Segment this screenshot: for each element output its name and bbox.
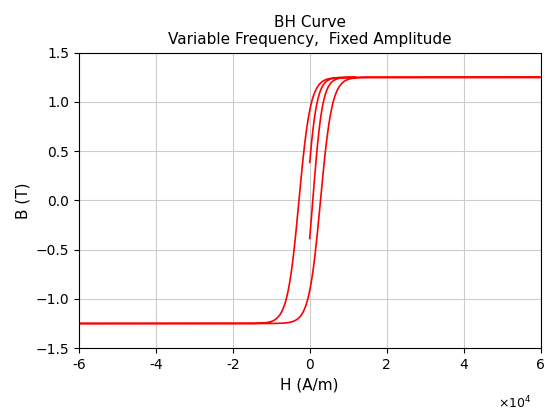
Title: BH Curve
Variable Frequency,  Fixed Amplitude: BH Curve Variable Frequency, Fixed Ampli… (168, 15, 451, 47)
Text: $\times10^{4}$: $\times10^{4}$ (498, 395, 532, 412)
Y-axis label: B (T): B (T) (15, 182, 30, 219)
X-axis label: H (A/m): H (A/m) (281, 378, 339, 392)
